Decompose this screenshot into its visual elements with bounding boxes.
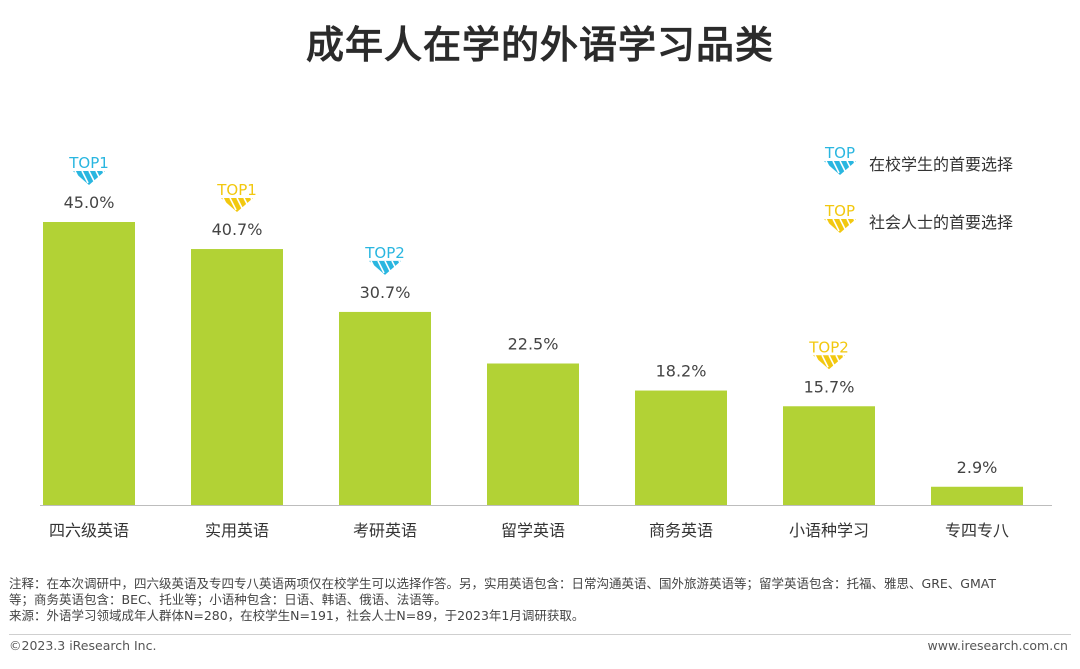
- data-label: 2.9%: [957, 458, 998, 477]
- badge-stripe: [88, 170, 96, 184]
- badge-stripe: [74, 170, 82, 184]
- category-label: 专四专八: [945, 521, 1009, 540]
- category-label: 四六级英语: [49, 521, 129, 540]
- legend-badge-stripe: [839, 218, 847, 232]
- badge-stripe: [828, 354, 836, 368]
- bar: [635, 390, 727, 505]
- legend-badge-stripe: [853, 160, 861, 174]
- badge-label: TOP1: [216, 181, 257, 199]
- badge-stripe: [229, 197, 237, 211]
- category-label: 考研英语: [353, 521, 417, 540]
- note-line: 注释：在本次调研中，四六级英语及专四专八英语两项仅在校学生可以选择作答。另，实用…: [9, 576, 996, 591]
- bar-chart: 45.0% 四六级英语 40.7% 实用英语 30.7% 考研英语 22.5% 留学英语 18.…: [40, 144, 1052, 540]
- badge-stripe: [842, 354, 850, 368]
- badge-stripe: [835, 354, 843, 368]
- legend-label: 社会人士的首要选择: [869, 213, 1013, 232]
- badge-stripe: [81, 170, 89, 184]
- notes: 注释：在本次调研中，四六级英语及专四专八英语两项仅在校学生可以选择作答。另，实用…: [9, 576, 1071, 624]
- badge-stripe: [384, 260, 392, 274]
- legend-badge-stripe: [832, 218, 840, 232]
- bar: [931, 486, 1023, 505]
- badge-stripe: [236, 197, 244, 211]
- bar: [43, 222, 135, 505]
- badge-stripe: [370, 260, 378, 274]
- data-label: 40.7%: [212, 220, 263, 239]
- bar: [487, 363, 579, 505]
- badge-stripe: [377, 260, 385, 274]
- legend-label: 在校学生的首要选择: [869, 155, 1013, 174]
- legend-badge-stripe: [825, 160, 833, 174]
- data-label: 18.2%: [656, 362, 707, 381]
- legend-badge-stripe: [846, 160, 854, 174]
- badge-stripe: [222, 197, 230, 211]
- badge-stripe: [814, 354, 822, 368]
- badge-label: TOP2: [808, 338, 849, 356]
- category-label: 实用英语: [205, 521, 269, 540]
- category-label: 商务英语: [649, 521, 713, 540]
- legend-badge-stripe: [839, 160, 847, 174]
- data-label: 22.5%: [508, 335, 559, 354]
- bar: [339, 311, 431, 505]
- data-label: 30.7%: [360, 283, 411, 302]
- source-line: 来源：外语学习领域成年人群体N=280，在校学生N=191，社会人士N=89，于…: [9, 608, 585, 623]
- badge-label: TOP1: [68, 154, 109, 172]
- badge-stripe: [250, 197, 258, 211]
- badge-stripe: [243, 197, 251, 211]
- footer-divider: [9, 634, 1071, 635]
- data-label: 15.7%: [804, 377, 855, 396]
- category-label: 小语种学习: [789, 521, 869, 540]
- bar: [191, 249, 283, 505]
- legend-badge-stripe: [846, 218, 854, 232]
- badge-stripe: [102, 170, 110, 184]
- category-label: 留学英语: [501, 521, 565, 540]
- badge-stripe: [391, 260, 399, 274]
- badge-stripe: [398, 260, 406, 274]
- badge-stripe: [821, 354, 829, 368]
- badge-label: TOP2: [364, 244, 405, 262]
- legend-badge-stripe: [825, 218, 833, 232]
- legend-badge-label: TOP: [824, 202, 855, 220]
- legend-badge-stripe: [853, 218, 861, 232]
- copyright: ©2023.3 iResearch Inc.: [9, 638, 157, 653]
- badge-stripe: [95, 170, 103, 184]
- bar: [783, 406, 875, 505]
- note-line: 等；商务英语包含：BEC、托业等；小语种包含：日语、韩语、俄语、法语等。: [9, 592, 447, 607]
- website-link[interactable]: www.iresearch.com.cn: [927, 638, 1069, 653]
- data-label: 45.0%: [64, 193, 115, 212]
- legend-badge-label: TOP: [824, 144, 855, 162]
- chart-title: 成年人在学的外语学习品类: [305, 23, 774, 67]
- legend-badge-stripe: [832, 160, 840, 174]
